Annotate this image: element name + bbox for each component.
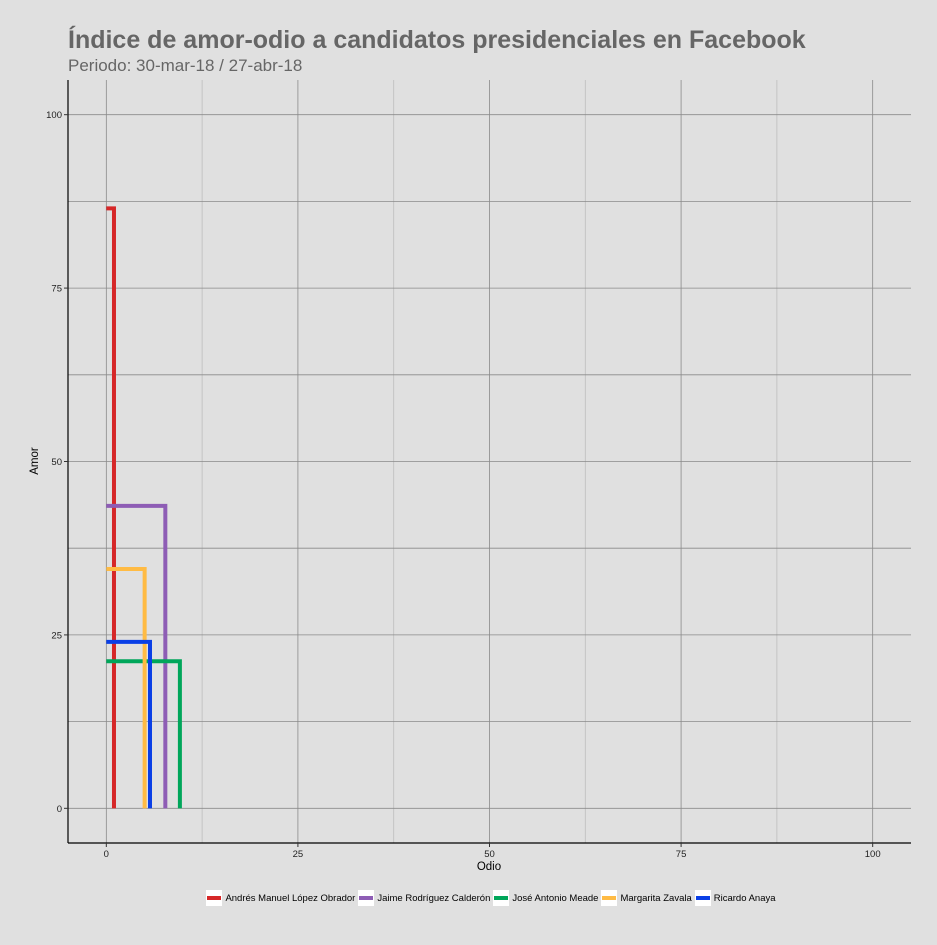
legend-label: Jaime Rodríguez Calderón — [377, 892, 491, 904]
series-lines — [106, 206, 182, 809]
y-tick-label: 25 — [51, 630, 62, 641]
legend-item: José Antonio Meade — [493, 890, 601, 906]
legend-item: Jaime Rodríguez Calderón — [358, 890, 493, 906]
legend-label: Andrés Manuel López Obrador — [225, 892, 356, 904]
legend: Andrés Manuel López Obrador Jaime Rodrígu… — [0, 890, 937, 906]
axis-ticks: 0 25 50 75 100 0 25 50 75 100 — [46, 110, 880, 860]
legend-label: Margarita Zavala — [620, 892, 692, 904]
chart-title: Índice de amor-odio a candidatos preside… — [68, 26, 806, 54]
series-line — [106, 639, 153, 809]
y-tick-label: 0 — [57, 804, 62, 815]
x-tick-label: 100 — [865, 849, 881, 860]
series-line — [106, 567, 147, 809]
series-line — [106, 206, 116, 809]
legend-swatch — [694, 890, 711, 906]
legend-item: Ricardo Anaya — [694, 890, 779, 906]
y-axis-label: Amor — [29, 447, 41, 475]
legend-swatch — [493, 890, 510, 906]
series-line — [106, 503, 168, 809]
series-line — [106, 659, 182, 809]
x-tick-label: 0 — [104, 849, 109, 860]
legend-label: Ricardo Anaya — [713, 892, 776, 904]
x-axis-label: Odio — [477, 861, 501, 873]
legend-swatch — [358, 890, 375, 906]
y-tick-label: 100 — [46, 110, 62, 121]
x-tick-label: 25 — [293, 849, 304, 860]
y-tick-label: 75 — [51, 284, 62, 295]
x-tick-label: 50 — [484, 849, 495, 860]
grid-lines — [68, 80, 911, 843]
chart-subtitle: Periodo: 30-mar-18 / 27-abr-18 — [68, 56, 303, 75]
legend-swatch — [601, 890, 618, 906]
legend-swatch — [206, 890, 223, 906]
legend-label: José Antonio Meade — [512, 892, 599, 904]
legend-item: Andrés Manuel López Obrador — [206, 890, 358, 906]
y-tick-label: 50 — [51, 457, 62, 468]
x-tick-label: 75 — [676, 849, 687, 860]
legend-item: Margarita Zavala — [601, 890, 694, 906]
